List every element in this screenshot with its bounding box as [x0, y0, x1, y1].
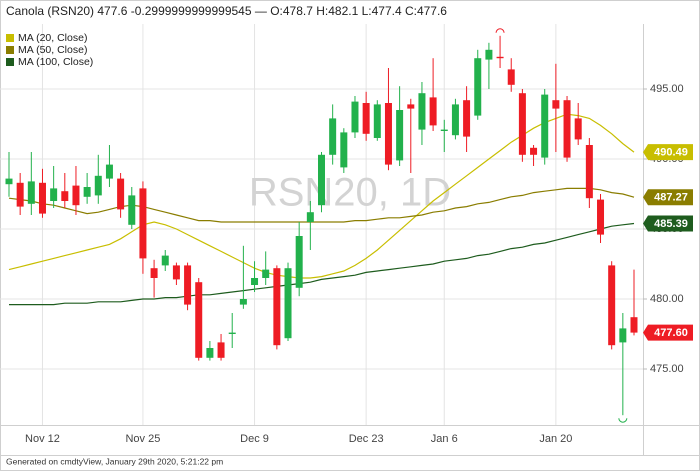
- candle-body: [463, 100, 471, 137]
- candle-body: [50, 188, 58, 201]
- chart-title: Canola (RSN20) 477.6 -0.2999999999999545…: [6, 4, 447, 18]
- candle-body: [440, 129, 448, 131]
- price-badge: [643, 324, 693, 341]
- candle-body: [563, 100, 571, 158]
- price-badge: [643, 215, 693, 232]
- candle-body: [518, 93, 526, 155]
- price-badge-label: 490.49: [654, 147, 688, 159]
- candle-body: [373, 104, 381, 138]
- price-badge: [643, 189, 693, 206]
- high-marker: [495, 28, 505, 33]
- candle-body: [139, 188, 147, 259]
- candle-body: [72, 185, 80, 206]
- candle-body: [38, 182, 46, 214]
- ma-line: [8, 113, 635, 279]
- candle-body: [206, 348, 214, 358]
- legend-label: MA (50, Close): [18, 44, 87, 56]
- candle-body: [83, 187, 91, 197]
- candle-body: [217, 342, 225, 358]
- x-tick-label: Dec 23: [349, 433, 384, 445]
- y-tick-label: 495.00: [650, 83, 684, 95]
- watermark: RSN20, 1D: [249, 171, 451, 215]
- candle-body: [496, 56, 504, 59]
- candle-body: [273, 268, 281, 346]
- candle-body: [195, 282, 203, 358]
- candle-body: [284, 268, 292, 339]
- candle-body: [5, 178, 13, 185]
- candle-body: [597, 199, 605, 235]
- candle-body: [507, 69, 515, 85]
- x-tick-label: Jan 6: [431, 433, 458, 445]
- plot: [5, 28, 638, 423]
- candle-body: [184, 265, 192, 305]
- x-tick-label: Dec 9: [240, 433, 269, 445]
- y-tick-label: 475.00: [650, 363, 684, 375]
- candle-body: [384, 103, 392, 165]
- candle-body: [429, 97, 437, 126]
- candle-body: [485, 49, 493, 60]
- candle-body: [239, 299, 247, 305]
- candle-body: [552, 100, 560, 109]
- candle-body: [530, 147, 538, 155]
- candle-body: [574, 118, 582, 140]
- legend-swatch: [6, 34, 14, 42]
- x-tick-label: Nov 12: [25, 433, 60, 445]
- ma-line: [8, 187, 635, 223]
- candle-body: [619, 328, 627, 343]
- candle-body: [117, 178, 125, 210]
- price-badge-label: 485.39: [654, 218, 688, 230]
- legend-swatch: [6, 46, 14, 54]
- candle-body: [161, 255, 169, 266]
- price-badge-label: 487.27: [654, 192, 688, 204]
- legend-label: MA (20, Close): [18, 32, 87, 44]
- candle-body: [16, 182, 24, 207]
- candle-body: [94, 175, 102, 196]
- candle-body: [295, 236, 303, 288]
- candle-body: [351, 101, 359, 133]
- x-tick-label: Jan 20: [539, 433, 572, 445]
- candle-body: [262, 269, 270, 278]
- candle-body: [407, 104, 415, 109]
- price-badge: [643, 144, 693, 161]
- footer: Generated on cmdtyView, January 29th 202…: [6, 456, 223, 466]
- candle-body: [228, 332, 236, 334]
- candle-body: [541, 94, 549, 158]
- candle-body: [318, 154, 325, 206]
- candle-body: [396, 110, 404, 161]
- candle-body: [451, 104, 459, 136]
- ma-line: [9, 222, 635, 306]
- candle-body: [172, 265, 180, 280]
- candle-body: [340, 132, 348, 168]
- candle-body: [150, 268, 158, 278]
- legend-swatch: [6, 58, 14, 66]
- candle-body: [608, 265, 616, 346]
- legend-label: MA (100, Close): [18, 56, 93, 68]
- y-tick-label: 480.00: [650, 293, 684, 305]
- candle-body: [418, 93, 426, 130]
- candle-body: [27, 181, 35, 204]
- x-tick-label: Nov 25: [125, 433, 160, 445]
- candle-body: [61, 191, 69, 201]
- candle-body: [362, 103, 370, 134]
- candle-body: [630, 317, 638, 333]
- candle-body: [329, 118, 337, 155]
- price-badge-label: 477.60: [654, 327, 688, 339]
- candle-body: [306, 212, 314, 222]
- candle-body: [128, 195, 136, 225]
- candle-body: [105, 164, 113, 179]
- legend: MA (20, Close)MA (50, Close)MA (100, Clo…: [6, 32, 93, 68]
- low-marker: [618, 418, 628, 423]
- candle-body: [585, 145, 593, 199]
- candle-body: [251, 278, 259, 285]
- candle-body: [474, 58, 482, 116]
